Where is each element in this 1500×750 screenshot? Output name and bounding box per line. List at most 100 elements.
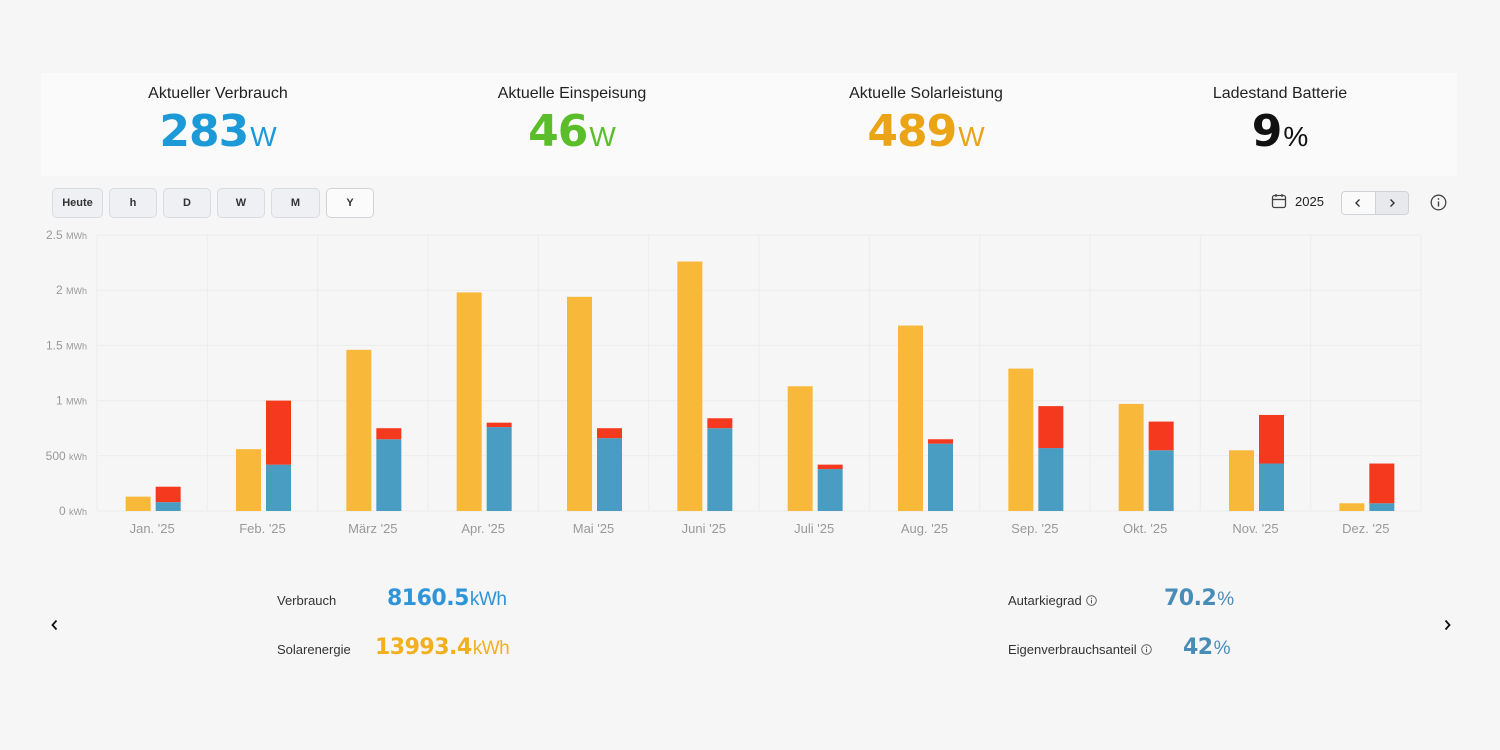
x-tick-label: Dez. '25	[1342, 521, 1389, 536]
bar-solar	[236, 449, 261, 511]
stat-label: Aktuelle Einspeisung	[497, 85, 647, 102]
bar-grid-import	[266, 400, 291, 465]
summary-consumption: Verbrauch	[277, 593, 336, 608]
bar-solar	[898, 325, 923, 511]
bar-self-consumption	[376, 439, 402, 511]
y-tick-label: 500 kWh	[46, 449, 87, 463]
stat-label: Aktuelle Solarleistung	[849, 85, 1003, 102]
range-button-hour[interactable]: h	[109, 188, 157, 218]
bar-grid-import	[1369, 463, 1395, 504]
stat-feed-in: Aktuelle Einspeisung 46W	[395, 73, 749, 176]
bar-self-consumption	[817, 469, 843, 511]
summary-label: Verbrauch	[277, 593, 337, 608]
year-label: 2025	[1295, 193, 1324, 209]
chevron-right-icon	[1388, 198, 1396, 208]
bar-self-consumption	[486, 427, 512, 511]
bar-self-consumption	[1369, 503, 1395, 511]
range-button-today[interactable]: Heute	[52, 188, 103, 218]
live-stats-bar: Aktueller Verbrauch 283W Aktuelle Einspe…	[41, 73, 1457, 176]
stat-unit: W	[589, 121, 616, 152]
year-nav	[1341, 191, 1409, 215]
bar-solar	[1339, 503, 1365, 511]
x-tick-label: Aug. '25	[901, 521, 948, 536]
x-tick-label: Juni '25	[682, 521, 726, 536]
stat-value: 489	[867, 106, 957, 157]
x-tick-label: Jan. '25	[130, 521, 175, 536]
range-button-week[interactable]: W	[217, 188, 265, 218]
previous-year-button[interactable]	[1342, 192, 1376, 214]
stat-value: 46	[528, 106, 588, 157]
summary-solar: Solarenergie	[277, 642, 351, 657]
bar-grid-import	[928, 439, 953, 444]
stat-unit: %	[1283, 121, 1309, 152]
summary-value: 42%	[1183, 635, 1231, 660]
bar-solar	[567, 296, 592, 511]
y-tick-label: 1.5 MWh	[46, 338, 87, 352]
info-icon[interactable]	[1430, 194, 1447, 211]
summary-autarky: Autarkiegrad	[1008, 593, 1097, 608]
bar-grid-import	[155, 486, 181, 503]
bar-self-consumption	[928, 443, 953, 511]
stat-battery: Ladestand Batterie 9%	[1103, 73, 1457, 176]
x-tick-label: Nov. '25	[1232, 521, 1278, 536]
x-tick-label: Apr. '25	[461, 521, 505, 536]
bar-grid-import	[597, 428, 622, 439]
stat-value: 283	[159, 106, 249, 157]
bar-grid-import	[486, 422, 512, 428]
bar-self-consumption	[155, 502, 181, 511]
next-page-button[interactable]	[1439, 616, 1455, 634]
summary-value: 70.2%	[1164, 586, 1234, 611]
x-tick-label: Sep. '25	[1011, 521, 1058, 536]
stat-unit: W	[958, 121, 985, 152]
bar-self-consumption	[597, 438, 622, 511]
stat-solar-power: Aktuelle Solarleistung 489W	[749, 73, 1103, 176]
year-picker[interactable]: 2025	[1271, 193, 1324, 209]
range-button-day[interactable]: D	[163, 188, 211, 218]
y-tick-label: 2 MWh	[56, 283, 87, 297]
bar-self-consumption	[707, 428, 733, 511]
y-tick-label: 0 kWh	[59, 504, 87, 518]
summary-value: 13993.4kWh	[375, 635, 510, 660]
stat-consumption: Aktueller Verbrauch 283W	[41, 73, 395, 176]
range-selector: Heute h D W M Y	[52, 188, 374, 218]
bar-solar	[346, 349, 372, 511]
bar-solar	[125, 496, 151, 511]
stat-unit: W	[250, 121, 277, 152]
bar-grid-import	[817, 464, 843, 470]
summary-self-consumption: Eigenverbrauchsanteil	[1008, 642, 1152, 657]
bar-self-consumption	[1038, 448, 1064, 511]
chevron-left-icon	[1354, 198, 1362, 208]
stat-label: Ladestand Batterie	[1212, 85, 1348, 102]
bar-grid-import	[707, 418, 733, 429]
bar-self-consumption	[1259, 463, 1284, 511]
summary-label: Eigenverbrauchsanteil	[1008, 642, 1137, 657]
bar-solar	[787, 386, 813, 511]
next-year-button[interactable]	[1375, 192, 1408, 214]
summary-label: Autarkiegrad	[1008, 593, 1082, 608]
chevron-left-icon	[50, 619, 59, 631]
x-tick-label: März '25	[348, 521, 397, 536]
stat-label: Aktueller Verbrauch	[148, 85, 288, 102]
calendar-icon	[1271, 193, 1287, 209]
range-button-month[interactable]: M	[271, 188, 320, 218]
bar-solar	[1008, 368, 1034, 511]
bar-grid-import	[1259, 414, 1284, 464]
y-tick-label: 2.5 MWh	[46, 228, 87, 242]
summary-label: Solarenergie	[277, 642, 351, 657]
bar-self-consumption	[266, 464, 291, 511]
stat-value: 9	[1251, 106, 1283, 157]
bar-solar	[456, 292, 482, 511]
bar-solar	[1229, 450, 1254, 511]
info-icon[interactable]	[1085, 595, 1097, 606]
summary-value: 8160.5kWh	[387, 586, 507, 611]
chevron-right-icon	[1443, 619, 1452, 631]
x-tick-label: Juli '25	[794, 521, 834, 536]
bar-self-consumption	[1148, 450, 1174, 511]
info-icon[interactable]	[1140, 644, 1152, 655]
range-button-year[interactable]: Y	[326, 188, 374, 218]
previous-page-button[interactable]	[46, 616, 62, 634]
bar-solar	[677, 261, 703, 511]
x-tick-label: Feb. '25	[239, 521, 286, 536]
bar-grid-import	[1148, 421, 1174, 451]
bar-grid-import	[376, 428, 402, 440]
